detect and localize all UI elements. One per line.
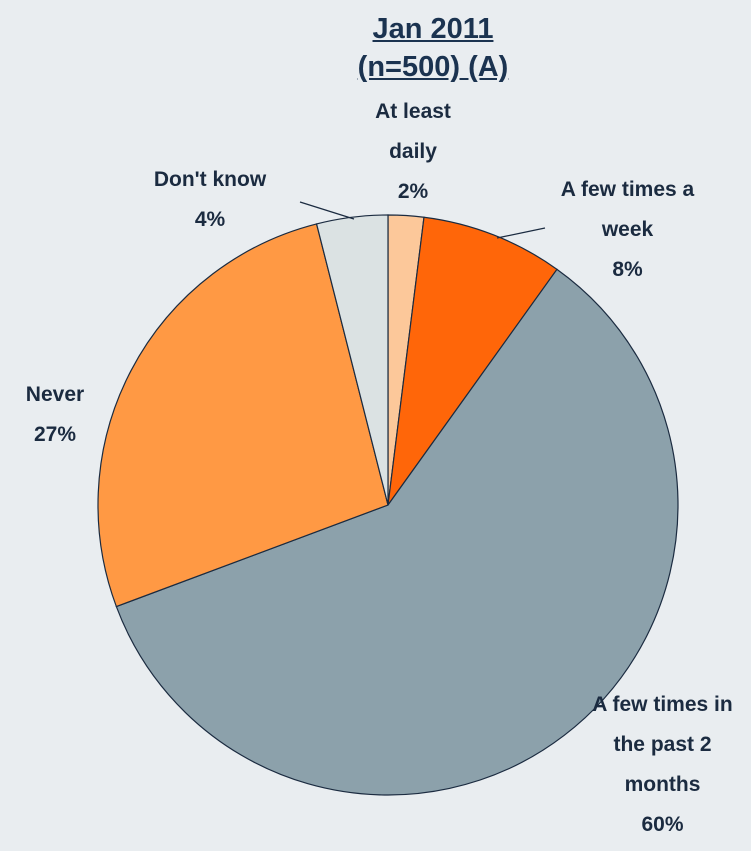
slice-label: At least daily 2% (353, 92, 473, 212)
slice-label-value: 60% (641, 813, 684, 836)
leader-line (299, 201, 355, 220)
leader-line (496, 227, 546, 239)
pie-slice (315, 214, 389, 506)
slice-label-value: 27% (33, 423, 77, 446)
slice-label: Never 27% (0, 375, 110, 455)
slice-label-name: Don't know (153, 168, 267, 191)
slice-label-name: A few times a week (560, 178, 695, 241)
pie-slice (387, 216, 558, 506)
slice-label-name: A few times in the past 2 months (592, 693, 733, 796)
slice-label: A few times a week 8% (540, 170, 715, 290)
slice-label-value: 2% (397, 180, 429, 203)
slice-label-value: 8% (612, 258, 643, 281)
chart-title: Jan 2011 (n=500) (A) (357, 13, 509, 83)
slice-label-value: 4% (194, 208, 226, 231)
slice-label-name: Never (25, 383, 85, 406)
slice-label: A few times in the past 2 months 60% (575, 685, 750, 845)
slice-label: Don't know 4% (120, 160, 300, 240)
pie-slice (115, 268, 679, 796)
slice-label-name: At least daily (375, 100, 451, 163)
pie-slice (97, 223, 389, 608)
